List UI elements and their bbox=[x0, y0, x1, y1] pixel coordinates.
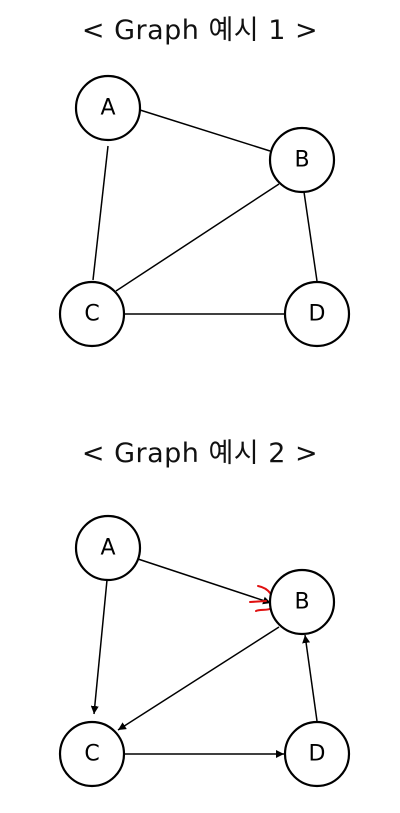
graph-1-title: < Graph 예시 1 > bbox=[81, 15, 319, 46]
graph-2-title: < Graph 예시 2 > bbox=[81, 438, 319, 469]
node-b: B bbox=[268, 126, 336, 194]
node-c-label: C bbox=[84, 302, 99, 327]
undirected-graph: A B C D bbox=[58, 74, 351, 348]
graph-1-edges bbox=[92, 109, 318, 315]
edge-a-b bbox=[139, 109, 271, 152]
arrow-d-to-b bbox=[302, 634, 318, 722]
edge-b-d bbox=[303, 191, 318, 282]
node-b: B bbox=[268, 568, 336, 636]
edge-b-c bbox=[115, 183, 280, 292]
node-c-label: C bbox=[84, 742, 99, 767]
arrow-a-to-b bbox=[137, 558, 272, 605]
node-b-label: B bbox=[294, 590, 309, 615]
node-d-label: D bbox=[309, 742, 326, 767]
directed-graph: A B C D bbox=[58, 514, 351, 788]
node-c: C bbox=[58, 720, 126, 788]
graph-2-edges bbox=[90, 558, 318, 758]
node-c: C bbox=[58, 280, 126, 348]
node-a: A bbox=[74, 74, 142, 142]
node-a-label: A bbox=[100, 536, 115, 561]
node-d: D bbox=[283, 720, 351, 788]
node-b-label: B bbox=[294, 148, 309, 173]
node-a: A bbox=[74, 514, 142, 582]
node-d: D bbox=[283, 280, 351, 348]
node-d-label: D bbox=[309, 302, 326, 327]
arrow-a-to-c bbox=[90, 579, 108, 715]
arrow-b-to-c bbox=[117, 626, 280, 731]
node-a-label: A bbox=[100, 96, 115, 121]
edge-a-c bbox=[92, 145, 109, 281]
